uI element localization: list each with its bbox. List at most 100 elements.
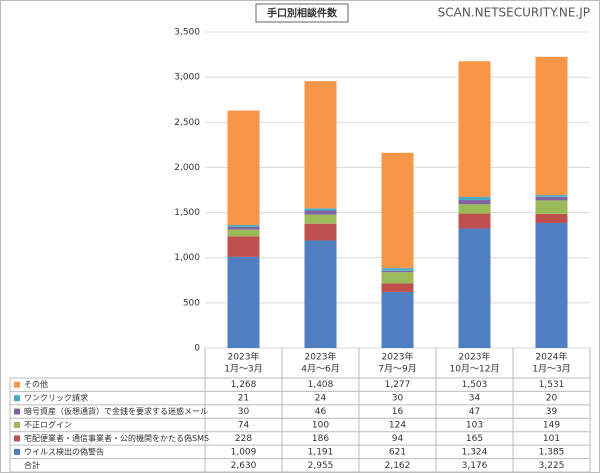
table-value: 74 bbox=[238, 421, 250, 431]
category-label: 7月～9月 bbox=[378, 364, 416, 375]
table-value: 1,009 bbox=[231, 447, 257, 457]
table-value: 1,277 bbox=[385, 380, 411, 390]
table-value: 101 bbox=[543, 434, 560, 444]
table-value: 3,225 bbox=[539, 461, 565, 471]
bar-segment bbox=[458, 228, 491, 348]
table-value: 124 bbox=[389, 421, 406, 431]
table-value: 2,955 bbox=[308, 461, 334, 471]
y-tick-label: 2,000 bbox=[174, 163, 200, 173]
legend-swatch bbox=[14, 422, 20, 428]
y-tick-label: 3,000 bbox=[174, 73, 200, 83]
category-label: 2023年 bbox=[228, 351, 260, 363]
bar-segment bbox=[304, 208, 337, 211]
bar-segment bbox=[458, 204, 491, 214]
table-value: 621 bbox=[389, 447, 406, 457]
bar-segment bbox=[227, 226, 260, 230]
table-value: 47 bbox=[469, 407, 480, 417]
bar-segment bbox=[304, 210, 337, 215]
legend-label: ウイルス検出の偽警告 bbox=[24, 446, 104, 456]
legend-label: 暗号資産（仮想通貨）で金銭を要求する迷惑メール bbox=[24, 406, 208, 416]
legend-swatch bbox=[14, 395, 20, 402]
category-label: 1月～3月 bbox=[532, 364, 570, 375]
bar-segment bbox=[381, 291, 414, 348]
category-label: 2023年 bbox=[382, 351, 414, 363]
chart-title: 手口別相談件数 bbox=[267, 7, 338, 20]
category-label: 2023年 bbox=[305, 351, 337, 363]
legend-label: その他 bbox=[24, 379, 48, 389]
category-label: 1月～3月 bbox=[224, 364, 262, 375]
y-tick-label: 0 bbox=[194, 344, 200, 354]
table-value: 186 bbox=[312, 434, 329, 444]
bar-segment bbox=[381, 283, 414, 292]
category-label: 2024年 bbox=[536, 351, 568, 363]
table-value: 1,268 bbox=[231, 380, 257, 390]
bar-segment bbox=[535, 56, 568, 196]
bar-segment bbox=[458, 61, 491, 197]
bar-segment bbox=[535, 200, 568, 214]
table-value: 3,176 bbox=[462, 461, 488, 471]
bar-segment bbox=[458, 196, 491, 201]
bar-segment bbox=[304, 81, 337, 209]
table-value: 1,531 bbox=[539, 380, 565, 390]
table-value: 100 bbox=[312, 421, 329, 431]
bar-segment bbox=[535, 195, 568, 197]
bar-segment bbox=[227, 225, 260, 227]
bar-segment bbox=[227, 236, 260, 257]
table-value: 228 bbox=[235, 434, 252, 444]
table-value: 1,408 bbox=[308, 380, 334, 390]
legend-label: 宅配便業者・通信事業者・公的機関をかたる偽SMS bbox=[24, 433, 209, 443]
table-value: 1,191 bbox=[308, 447, 334, 457]
bar-segment bbox=[458, 213, 491, 229]
bar-segment bbox=[381, 270, 414, 273]
table-value: 46 bbox=[315, 407, 327, 417]
bar-segment bbox=[304, 214, 337, 224]
table-value: 39 bbox=[546, 407, 558, 417]
bar-segment bbox=[381, 272, 414, 284]
legend-label: 合計 bbox=[24, 460, 40, 470]
bar-segment bbox=[535, 196, 568, 201]
y-tick-label: 500 bbox=[183, 298, 200, 308]
table-value: 30 bbox=[392, 394, 404, 404]
y-tick-label: 2,500 bbox=[174, 118, 200, 128]
legend-label: 不正ログイン bbox=[24, 420, 72, 430]
bar-segment bbox=[227, 229, 260, 237]
bar-segment bbox=[304, 240, 337, 348]
table-value: 103 bbox=[466, 421, 483, 431]
watermark: SCAN.NETSECURITY.NE.JP bbox=[438, 6, 590, 20]
table-value: 1,324 bbox=[462, 447, 488, 457]
y-tick-label: 3,500 bbox=[174, 28, 200, 38]
table-value: 21 bbox=[238, 394, 249, 404]
table-value: 2,162 bbox=[385, 461, 411, 471]
category-label: 4月～6月 bbox=[301, 364, 339, 375]
legend-swatch bbox=[14, 408, 20, 415]
table-value: 20 bbox=[546, 394, 558, 404]
bar-segment bbox=[458, 200, 491, 205]
table-value: 165 bbox=[466, 434, 483, 444]
bar-segment bbox=[381, 268, 414, 271]
y-tick-label: 1,000 bbox=[174, 253, 200, 263]
bar-segment bbox=[227, 256, 260, 348]
table-value: 16 bbox=[392, 407, 404, 417]
bar-segment bbox=[535, 222, 568, 348]
legend-swatch bbox=[14, 381, 20, 388]
table-value: 2,630 bbox=[231, 461, 257, 471]
y-tick-label: 1,500 bbox=[174, 208, 200, 218]
bar-segment bbox=[304, 223, 337, 241]
legend-swatch bbox=[14, 435, 20, 442]
bar-segment bbox=[535, 213, 568, 223]
bar-segment bbox=[381, 152, 414, 269]
legend-swatch bbox=[14, 448, 20, 455]
legend-label: ワンクリック請求 bbox=[24, 393, 88, 403]
table-value: 24 bbox=[315, 394, 327, 404]
title-box bbox=[255, 3, 349, 23]
bar-segment bbox=[227, 110, 260, 226]
table-value: 30 bbox=[238, 407, 250, 417]
category-label: 10月～12月 bbox=[450, 364, 500, 375]
category-label: 2023年 bbox=[459, 351, 491, 363]
table-value: 34 bbox=[469, 394, 481, 404]
table-value: 149 bbox=[543, 421, 560, 431]
table-value: 1,385 bbox=[539, 447, 565, 457]
table-value: 94 bbox=[392, 434, 404, 444]
